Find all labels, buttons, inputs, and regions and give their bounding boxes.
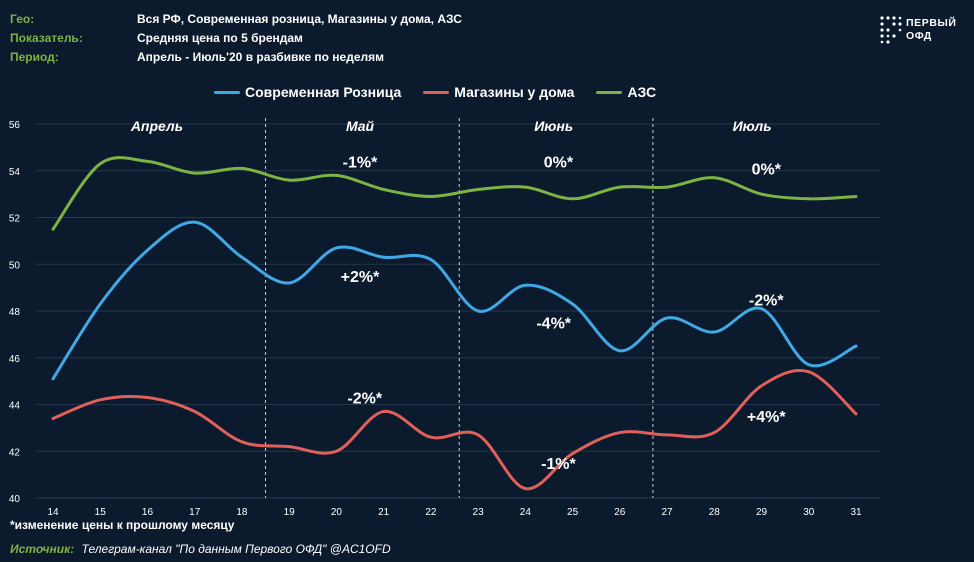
legend-item-gas-stations: АЗС	[596, 84, 656, 100]
change-annotation: +2%*	[341, 269, 380, 286]
change-annotation: 0%*	[544, 154, 574, 171]
legend-label-modern-retail: Современная Розница	[245, 84, 402, 100]
legend-item-convenience-stores: Магазины у дома	[423, 84, 574, 100]
x-tick-label: 28	[709, 507, 721, 518]
change-annotation: -1%*	[343, 154, 378, 171]
x-tick-label: 26	[614, 507, 626, 518]
x-tick-label: 27	[661, 507, 673, 518]
legend-label-gas-stations: АЗС	[627, 84, 657, 100]
metric-value: Средняя цена по 5 брендам	[137, 31, 303, 45]
x-tick-label: 20	[331, 507, 343, 518]
x-tick-label: 23	[473, 507, 485, 518]
x-tick-label: 24	[520, 507, 532, 518]
y-tick-label: 46	[9, 354, 21, 365]
x-tick-label: 16	[142, 507, 154, 518]
y-tick-label: 44	[9, 401, 21, 412]
x-tick-label: 31	[850, 507, 862, 518]
month-label: Май	[346, 118, 375, 134]
month-label: Июль	[733, 118, 772, 134]
x-tick-label: 19	[284, 507, 296, 518]
month-label: Апрель	[130, 118, 183, 134]
geo-value: Вся РФ, Современная розница, Магазины у …	[137, 12, 462, 26]
y-tick-label: 54	[9, 167, 21, 178]
legend-label-convenience-stores: Магазины у дома	[454, 84, 575, 100]
source-label: Источник:	[10, 542, 75, 556]
change-annotation: -2%*	[749, 292, 784, 309]
source-line: Источник: Телеграм-канал "По данным Перв…	[10, 542, 391, 556]
x-tick-label: 21	[378, 507, 390, 518]
metric-row: Показатель: Средняя цена по 5 брендам	[10, 29, 462, 48]
logo-text: ПЕРВЫЙ ОФД	[906, 17, 957, 43]
x-tick-label: 22	[425, 507, 437, 518]
brand-logo: ПЕРВЫЙ ОФД	[878, 14, 968, 50]
geo-row: Гео: Вся РФ, Современная розница, Магази…	[10, 10, 462, 29]
y-tick-label: 48	[9, 307, 21, 318]
y-tick-label: 52	[9, 214, 21, 225]
change-annotation: -4%*	[536, 316, 571, 333]
y-tick-label: 40	[9, 494, 21, 505]
y-tick-label: 56	[9, 120, 21, 131]
y-tick-label: 50	[9, 260, 21, 271]
y-tick-label: 42	[9, 447, 21, 458]
month-label: Июнь	[534, 118, 573, 134]
series-line-modern-retail	[51, 220, 858, 381]
series-line-convenience-stores	[51, 369, 858, 491]
footnote: *изменение цены к прошлому месяцу	[10, 518, 235, 532]
series-line-gas-stations	[51, 156, 858, 231]
x-tick-label: 18	[236, 507, 248, 518]
logo-dots-icon	[880, 16, 902, 44]
logo-line-2: ОФД	[906, 30, 932, 42]
period-label: Период:	[10, 50, 59, 64]
change-annotation: +4%*	[747, 409, 786, 426]
chart-legend: Современная Розница Магазины у дома АЗС	[214, 84, 678, 100]
geo-label: Гео:	[10, 12, 35, 26]
x-tick-label: 14	[47, 507, 59, 518]
legend-swatch-convenience-stores	[423, 90, 450, 94]
legend-swatch-gas-stations	[596, 90, 623, 94]
period-value: Апрель - Июль'20 в разбивке по неделям	[137, 50, 385, 64]
x-tick-label: 29	[756, 507, 768, 518]
logo-line-1: ПЕРВЫЙ	[906, 17, 957, 29]
x-tick-label: 30	[803, 507, 815, 518]
legend-swatch-modern-retail	[214, 90, 240, 94]
chart-meta: Гео: Вся РФ, Современная розница, Магази…	[10, 10, 462, 67]
source-text: Телеграм-канал "По данным Первого ОФД" @…	[81, 542, 391, 556]
change-annotation: -2%*	[347, 390, 382, 407]
legend-item-modern-retail: Современная Розница	[214, 84, 401, 100]
metric-label: Показатель:	[10, 31, 83, 45]
x-tick-label: 25	[567, 507, 579, 518]
change-annotation: 0%*	[752, 161, 782, 178]
change-annotation: -1%*	[541, 456, 576, 473]
period-row: Период: Апрель - Июль'20 в разбивке по н…	[10, 48, 462, 67]
x-tick-label: 15	[95, 507, 107, 518]
x-tick-label: 17	[189, 507, 201, 518]
